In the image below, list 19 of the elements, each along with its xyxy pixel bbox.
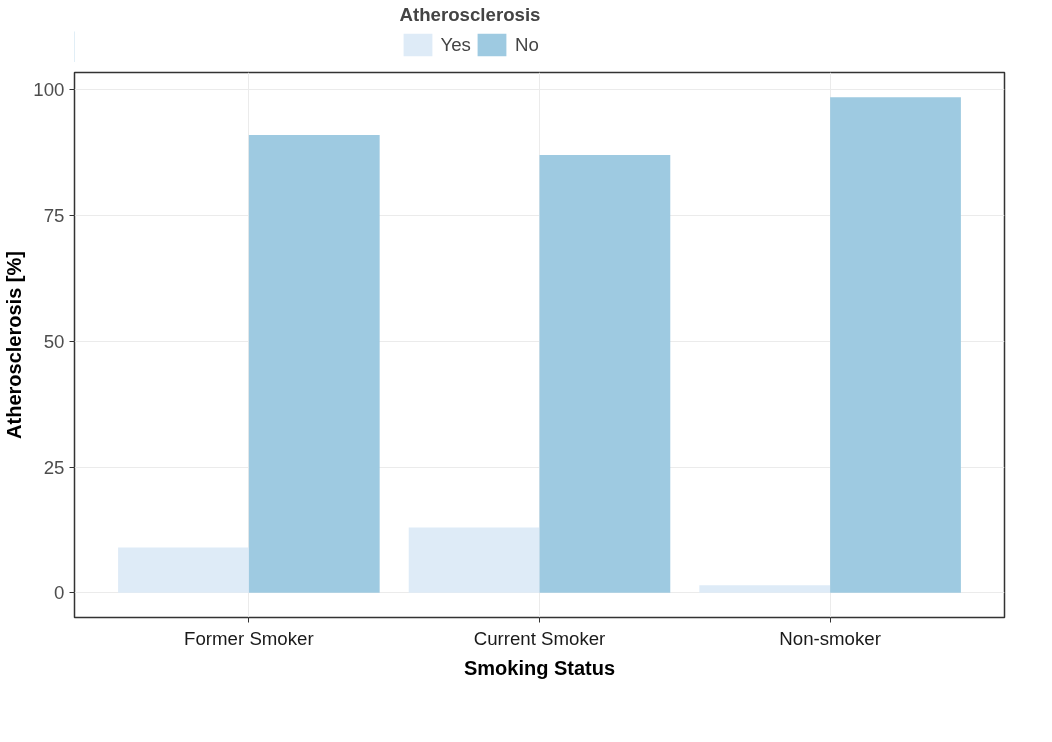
x-tick-label: Non-smoker [779,627,881,649]
bar [118,547,249,593]
y-tick-label: 75 [43,204,65,226]
x-tick-label: Current Smoker [473,627,606,649]
bar [699,585,831,593]
bar [539,155,671,593]
y-tick-label: 0 [54,582,65,604]
x-axis-title: Smoking Status [463,656,616,679]
y-tick-label: 25 [43,456,65,478]
y-tick-label: 50 [43,330,65,352]
bar [248,134,380,593]
x-tick-label: Former Smoker [184,627,314,649]
legend-label: Yes [440,33,471,56]
bar [408,527,540,593]
bar [830,97,961,593]
y-axis-title: Atherosclerosis [%] [3,251,26,439]
legend-title: Atherosclerosis [399,3,541,26]
y-tick-label: 100 [33,79,65,101]
legend-label: No [514,33,539,56]
